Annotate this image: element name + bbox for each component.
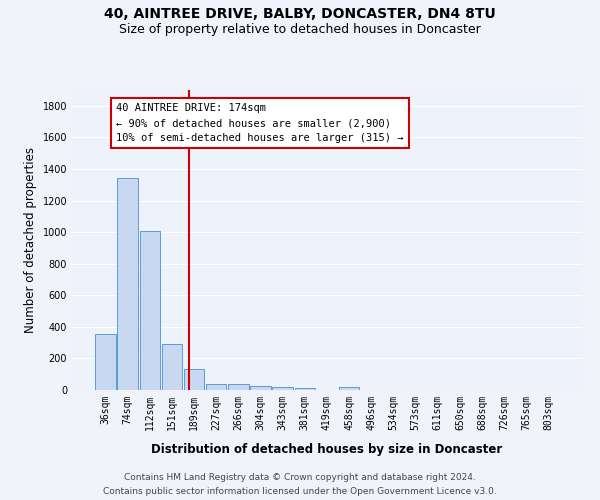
Bar <box>184 370 204 390</box>
Text: Distribution of detached houses by size in Doncaster: Distribution of detached houses by size … <box>151 442 503 456</box>
Text: 40, AINTREE DRIVE, BALBY, DONCASTER, DN4 8TU: 40, AINTREE DRIVE, BALBY, DONCASTER, DN4… <box>104 8 496 22</box>
Text: Size of property relative to detached houses in Doncaster: Size of property relative to detached ho… <box>119 22 481 36</box>
Bar <box>272 387 293 390</box>
Bar <box>250 386 271 390</box>
Bar <box>295 388 315 390</box>
Bar <box>339 387 359 390</box>
Text: Contains HM Land Registry data © Crown copyright and database right 2024.: Contains HM Land Registry data © Crown c… <box>124 472 476 482</box>
Text: Contains public sector information licensed under the Open Government Licence v3: Contains public sector information licen… <box>103 488 497 496</box>
Y-axis label: Number of detached properties: Number of detached properties <box>24 147 37 333</box>
Bar <box>140 230 160 390</box>
Bar <box>95 334 116 390</box>
Bar <box>228 384 248 390</box>
Bar <box>161 344 182 390</box>
Text: 40 AINTREE DRIVE: 174sqm
← 90% of detached houses are smaller (2,900)
10% of sem: 40 AINTREE DRIVE: 174sqm ← 90% of detach… <box>116 104 404 143</box>
Bar <box>118 178 138 390</box>
Bar <box>206 384 226 390</box>
